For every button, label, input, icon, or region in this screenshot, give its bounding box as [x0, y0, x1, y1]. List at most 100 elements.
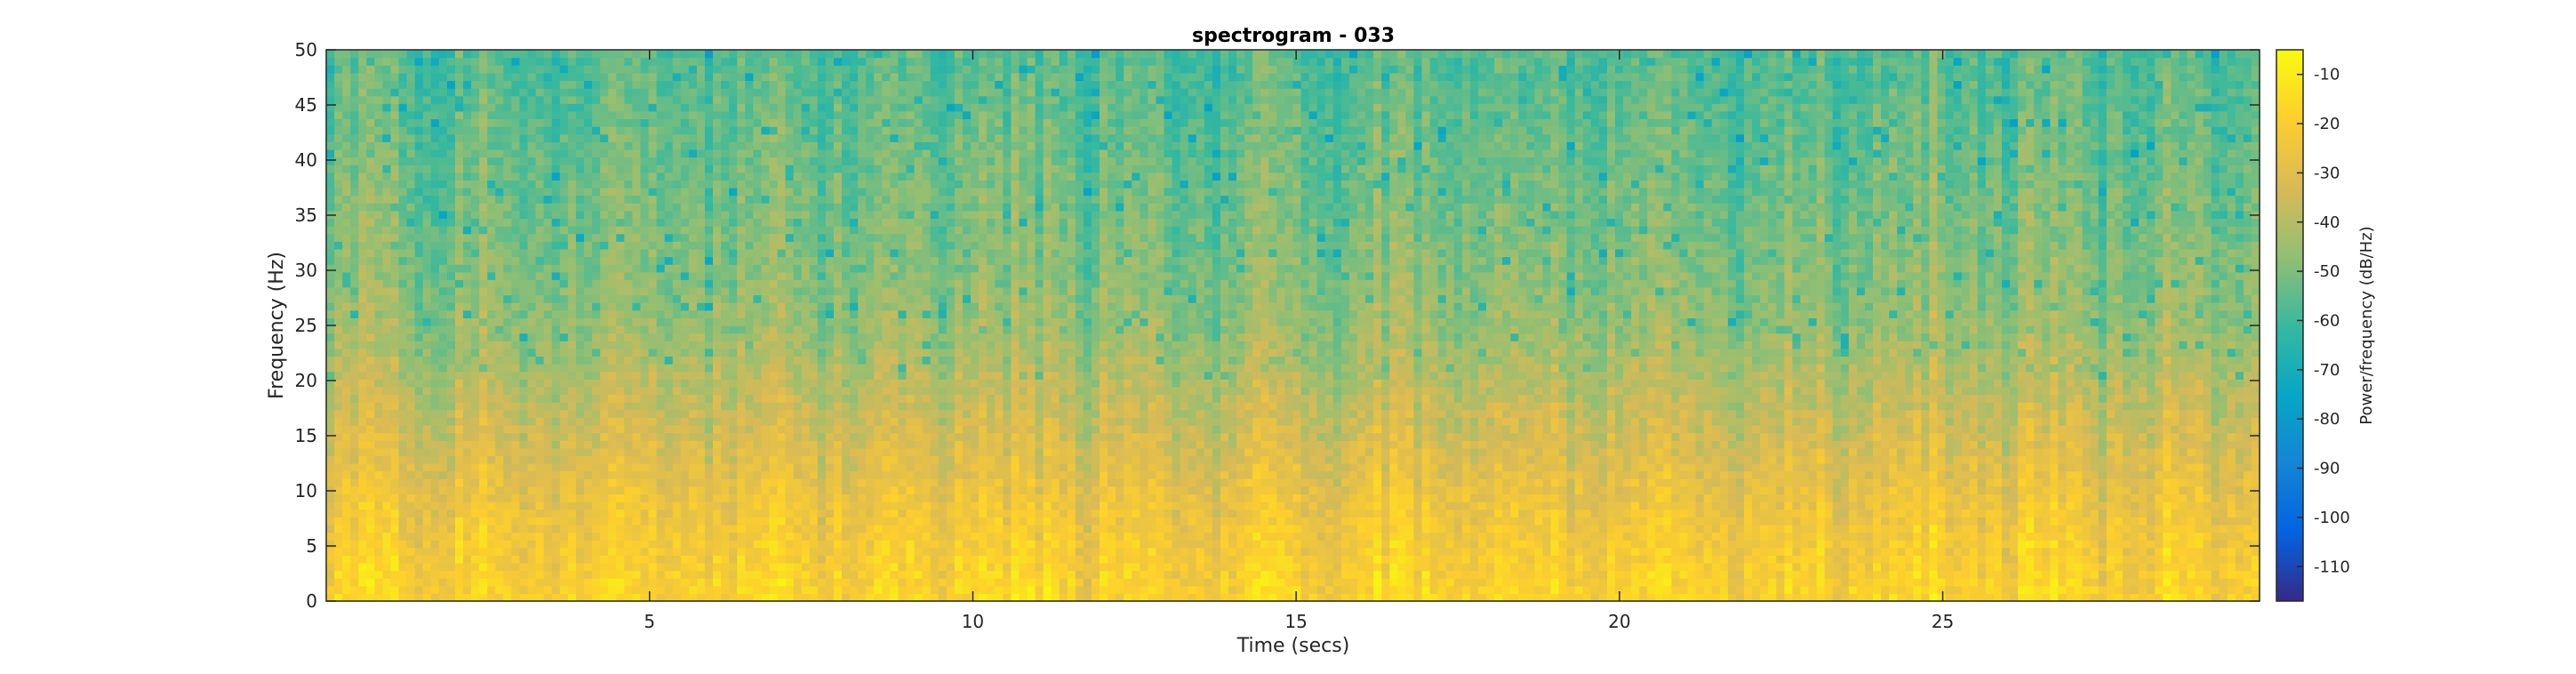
heatmap-cell	[326, 593, 335, 602]
heatmap-cell	[438, 470, 448, 479]
heatmap-cell	[1606, 470, 1616, 479]
heatmap-cell	[1148, 585, 1157, 594]
heatmap-cell	[1631, 509, 1640, 518]
heatmap-cell	[1357, 447, 1366, 456]
heatmap-cell	[1703, 509, 1713, 518]
heatmap-cell	[2098, 585, 2108, 594]
heatmap-cell	[1816, 517, 1826, 526]
heatmap-cell	[962, 547, 972, 556]
heatmap-cell	[1502, 501, 1511, 510]
heatmap-cell	[511, 493, 521, 502]
heatmap-cell	[914, 493, 924, 502]
heatmap-cell	[446, 440, 456, 449]
heatmap-cell	[1703, 478, 1713, 487]
heatmap-cell	[1067, 509, 1076, 518]
heatmap-cell	[817, 547, 827, 556]
heatmap-cell	[2139, 562, 2148, 572]
heatmap-cell	[1405, 562, 1415, 572]
heatmap-cell	[761, 455, 771, 464]
heatmap-cell	[1735, 509, 1745, 518]
heatmap-cell	[1703, 463, 1713, 472]
heatmap-cell	[584, 555, 593, 564]
heatmap-cell	[471, 509, 480, 518]
heatmap-cell	[1953, 540, 1963, 549]
heatmap-cell	[624, 593, 633, 602]
heatmap-cell	[1389, 447, 1398, 456]
heatmap-cell	[438, 440, 448, 449]
heatmap-cell	[2042, 478, 2051, 487]
heatmap-cell	[2058, 509, 2068, 518]
spectrogram-heatmap	[326, 50, 2260, 602]
heatmap-cell	[2171, 555, 2180, 564]
heatmap-cell	[1840, 570, 1850, 579]
heatmap-cell	[777, 455, 787, 464]
heatmap-cell	[527, 562, 537, 572]
heatmap-cell	[1453, 593, 1463, 602]
heatmap-cell	[1140, 517, 1148, 526]
heatmap-cell	[1027, 478, 1036, 487]
heatmap-cell	[1848, 440, 1858, 449]
heatmap-cell	[1405, 547, 1415, 556]
heatmap-cell	[1832, 455, 1842, 464]
heatmap-cell	[1397, 470, 1406, 479]
heatmap-cell	[922, 547, 932, 556]
heatmap-cell	[1889, 593, 1898, 602]
heatmap-cell	[1469, 447, 1479, 456]
heatmap-cell	[2050, 524, 2060, 534]
heatmap-cell	[914, 578, 924, 587]
heatmap-cell	[2122, 463, 2132, 472]
heatmap-cell	[777, 440, 787, 449]
heatmap-cell	[1373, 532, 1382, 541]
heatmap-cell	[2171, 517, 2180, 526]
heatmap-cell	[1140, 593, 1148, 602]
heatmap-cell	[1550, 570, 1560, 579]
heatmap-cell	[914, 440, 924, 449]
heatmap-cell	[1252, 463, 1261, 472]
heatmap-cell	[575, 585, 585, 594]
heatmap-cell	[2058, 485, 2068, 495]
heatmap-cell	[2066, 540, 2076, 549]
heatmap-cell	[2106, 524, 2116, 534]
heatmap-cell	[1116, 593, 1124, 602]
heatmap-cell	[2235, 524, 2244, 534]
heatmap-cell	[1889, 547, 1898, 556]
heatmap-cell	[745, 593, 754, 602]
heatmap-cell	[898, 455, 908, 464]
heatmap-cell	[1985, 501, 1995, 510]
heatmap-cell	[1623, 585, 1632, 594]
heatmap-cell	[1365, 478, 1374, 487]
heatmap-cell	[1663, 440, 1673, 449]
heatmap-cell	[414, 540, 424, 549]
heatmap-cell	[1808, 447, 1818, 456]
heatmap-cell	[745, 478, 754, 487]
heatmap-cell	[898, 578, 908, 587]
heatmap-cell	[1864, 509, 1874, 518]
heatmap-cell	[1800, 440, 1810, 449]
heatmap-cell	[1381, 547, 1390, 556]
heatmap-cell	[2114, 463, 2124, 472]
heatmap-cell	[1687, 555, 1697, 564]
heatmap-cell	[882, 532, 891, 541]
heatmap-cell	[1913, 570, 1922, 579]
heatmap-cell	[1727, 509, 1737, 518]
heatmap-cell	[1373, 540, 1382, 549]
heatmap-cell	[2147, 562, 2156, 572]
heatmap-cell	[1840, 501, 1850, 510]
heatmap-cell	[455, 493, 464, 502]
heatmap-cell	[1059, 547, 1068, 556]
heatmap-cell	[1043, 585, 1052, 594]
heatmap-cell	[906, 547, 916, 556]
heatmap-cell	[1494, 501, 1503, 510]
heatmap-cell	[632, 524, 642, 534]
heatmap-cell	[567, 455, 577, 464]
heatmap-cell	[592, 501, 601, 510]
heatmap-cell	[769, 493, 779, 502]
heatmap-cell	[1913, 455, 1922, 464]
heatmap-cell	[1768, 478, 1777, 487]
heatmap-cell	[1486, 501, 1495, 510]
heatmap-cell	[882, 570, 891, 579]
heatmap-cell	[2106, 493, 2116, 502]
heatmap-cell	[2211, 547, 2220, 556]
heatmap-cell	[326, 585, 335, 594]
heatmap-cell	[1881, 470, 1890, 479]
